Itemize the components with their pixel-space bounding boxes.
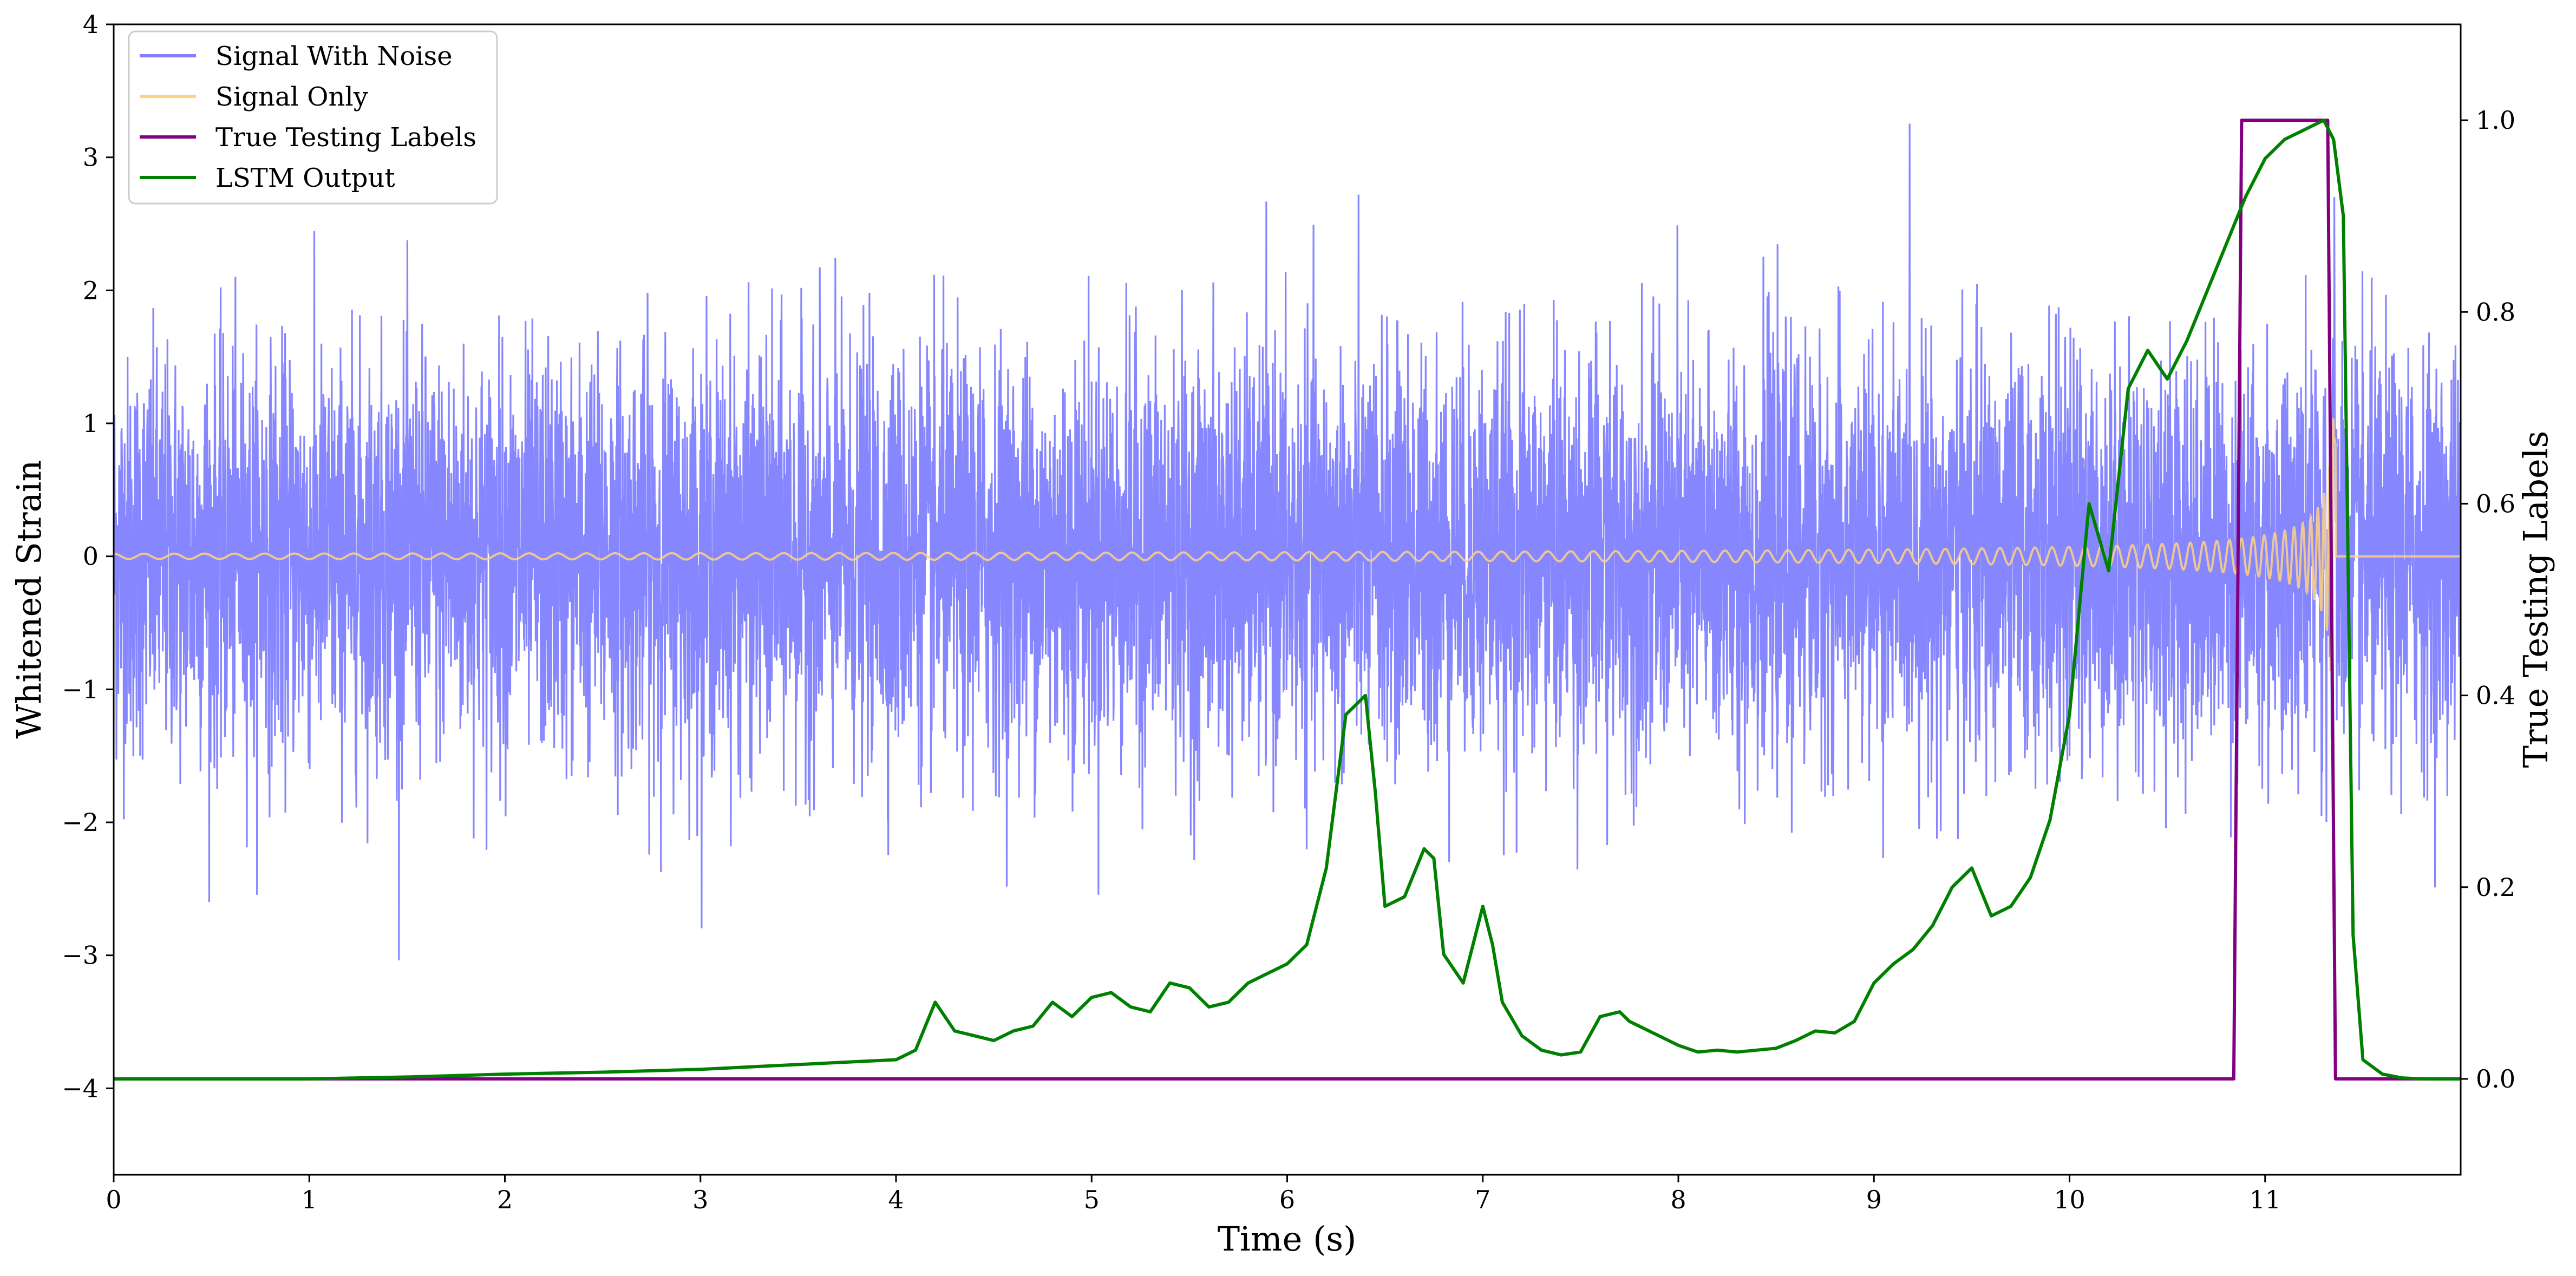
x-axis: 0 1 2 3 4 5 6 7 8 9 10 11 xyxy=(106,1175,2281,1214)
y-tick-label: 2 xyxy=(83,276,99,305)
legend-label: Signal With Noise xyxy=(215,41,453,71)
legend-label: Signal Only xyxy=(215,82,368,112)
x-tick-label: 3 xyxy=(692,1185,708,1214)
y-axis-right: 0.0 0.2 0.4 0.6 0.8 1.0 xyxy=(2461,106,2515,1094)
x-tick-label: 2 xyxy=(497,1185,513,1214)
x-tick-label: 7 xyxy=(1475,1185,1490,1214)
x-tick-label: 0 xyxy=(106,1185,121,1214)
y-axis-left: −4 −3 −2 −1 0 1 2 3 4 xyxy=(62,10,114,1103)
plot-series-layer xyxy=(114,119,2461,1081)
y2-tick-label: 0.0 xyxy=(2476,1064,2515,1094)
legend-label: LSTM Output xyxy=(215,163,395,193)
y-tick-label: 0 xyxy=(83,542,99,571)
series-signal-only xyxy=(114,418,2461,675)
y-tick-label: −1 xyxy=(62,675,99,704)
x-tick-label: 9 xyxy=(1866,1185,1882,1214)
x-tick-label: 6 xyxy=(1279,1185,1295,1214)
y2-tick-label: 0.6 xyxy=(2476,489,2515,518)
x-tick-label: 1 xyxy=(302,1185,317,1214)
y2-tick-label: 0.4 xyxy=(2476,681,2515,710)
y-axis-title: Whitened Strain xyxy=(9,460,49,739)
series-signal-with-noise xyxy=(114,123,2461,960)
y-tick-label: 3 xyxy=(83,143,99,172)
x-axis-title: Time (s) xyxy=(1218,1219,1357,1259)
y-tick-label: −2 xyxy=(62,808,99,837)
y2-axis-title: True Testing Labels xyxy=(2516,431,2555,768)
y2-tick-label: 0.8 xyxy=(2476,297,2515,326)
series-lstm-output xyxy=(114,119,2461,1081)
x-tick-label: 10 xyxy=(2054,1185,2085,1214)
x-tick-label: 11 xyxy=(2249,1185,2281,1214)
series-true-testing-labels xyxy=(114,119,2461,1081)
legend-label: True Testing Labels xyxy=(215,122,476,153)
legend-box xyxy=(128,30,498,205)
legend: Signal With Noise Signal Only True Testing… xyxy=(128,30,498,205)
x-tick-label: 4 xyxy=(888,1185,904,1214)
y2-tick-label: 0.2 xyxy=(2476,873,2515,902)
y-tick-label: 4 xyxy=(83,10,99,39)
y2-tick-label: 1.0 xyxy=(2476,106,2515,135)
y-tick-label: −3 xyxy=(62,941,99,970)
x-tick-label: 5 xyxy=(1084,1185,1100,1214)
y-tick-label: 1 xyxy=(83,409,99,438)
x-tick-label: 8 xyxy=(1670,1185,1686,1214)
y-tick-label: −4 xyxy=(62,1074,99,1103)
